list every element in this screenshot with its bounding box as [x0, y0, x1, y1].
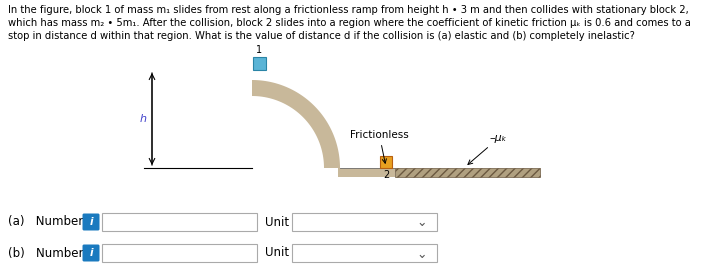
Text: Frictionless: Frictionless — [350, 130, 408, 163]
FancyBboxPatch shape — [83, 245, 99, 261]
Text: –μₖ: –μₖ — [468, 133, 508, 164]
Bar — [102, 244, 257, 262]
Text: stop in distance d within that region. What is the value of distance d if the co: stop in distance d within that region. W… — [8, 31, 635, 41]
Text: (a)   Number: (a) Number — [8, 216, 83, 229]
Text: 2: 2 — [383, 170, 389, 180]
Polygon shape — [252, 80, 340, 168]
Text: which has mass m₂ • 5m₁. After the collision, block 2 slides into a region where: which has mass m₂ • 5m₁. After the colli… — [8, 18, 691, 28]
Text: (b)   Number: (b) Number — [8, 246, 83, 259]
Text: Unit: Unit — [265, 246, 289, 259]
Text: ⌄: ⌄ — [417, 216, 427, 230]
Bar — [292, 213, 437, 231]
Bar — [395, 168, 540, 177]
Text: h: h — [140, 114, 147, 124]
Text: ⌄: ⌄ — [417, 248, 427, 261]
Text: i: i — [89, 248, 93, 258]
Bar — [338, 168, 395, 177]
Bar — [102, 213, 257, 231]
FancyBboxPatch shape — [83, 214, 99, 230]
Bar — [292, 244, 437, 262]
Bar — [253, 57, 266, 70]
Text: 1: 1 — [257, 45, 262, 55]
Text: Unit: Unit — [265, 216, 289, 229]
Text: i: i — [89, 217, 93, 227]
Text: In the figure, block 1 of mass m₁ slides from rest along a frictionless ramp fro: In the figure, block 1 of mass m₁ slides… — [8, 5, 689, 15]
Bar — [380, 156, 392, 168]
